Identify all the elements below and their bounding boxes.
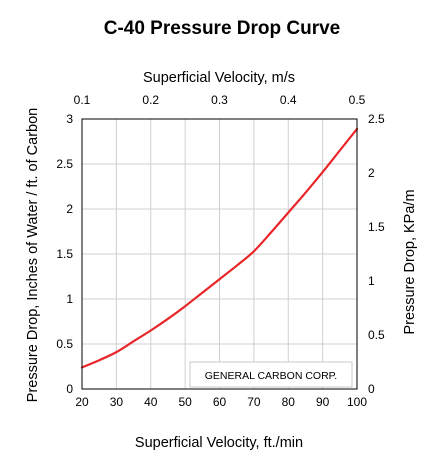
y-tick-label: 1 [66, 292, 73, 306]
x2-tick-label: 0.1 [74, 93, 91, 107]
y2-tick-label: 0 [368, 382, 375, 396]
x-axis-title: Superficial Velocity, ft./min [135, 435, 303, 451]
x-tick-label: 90 [316, 395, 330, 409]
x2-axis-title: Superficial Velocity, m/s [143, 70, 295, 86]
x-tick-label: 80 [282, 395, 296, 409]
x2-tick-label: 0.3 [211, 93, 228, 107]
plot-area-frame [81, 118, 358, 390]
y2-tick-label: 1 [368, 274, 375, 288]
x2-tick-label: 0.5 [349, 93, 366, 107]
x-tick-label: 30 [110, 395, 124, 409]
y-tick-label: 2 [66, 202, 73, 216]
y-tick-label: 2.5 [56, 157, 73, 171]
x2-tick-label: 0.2 [142, 93, 159, 107]
y2-axis-title: Pressure Drop, KPa/m [402, 189, 418, 334]
y-tick-label: 3 [66, 112, 73, 126]
series [80, 127, 359, 369]
x-tick-label: 60 [213, 395, 227, 409]
annotation-text: GENERAL CARBON CORP. [205, 370, 337, 382]
y2-tick-label: 1.5 [368, 220, 385, 234]
annotation-box [189, 361, 353, 388]
x-tick-label: 40 [144, 395, 158, 409]
pressure-drop-line [80, 127, 359, 369]
x-tick-label: 20 [75, 395, 89, 409]
y-tick-label: 0 [66, 382, 73, 396]
x-tick-label: 70 [247, 395, 261, 409]
y-axis-title: Pressure Drop, Inches of Water / ft. of … [25, 108, 41, 402]
y-tick-label: 0.5 [56, 337, 73, 351]
y2-tick-label: 2 [368, 166, 375, 180]
y2-tick-label: 0.5 [368, 328, 385, 342]
x-tick-label: 100 [347, 395, 367, 409]
x-tick-label: 50 [178, 395, 192, 409]
y-tick-label: 1.5 [56, 247, 73, 261]
chart-title: C-40 Pressure Drop Curve [104, 18, 341, 39]
x2-tick-label: 0.4 [280, 93, 297, 107]
y2-tick-label: 2.5 [368, 112, 385, 126]
